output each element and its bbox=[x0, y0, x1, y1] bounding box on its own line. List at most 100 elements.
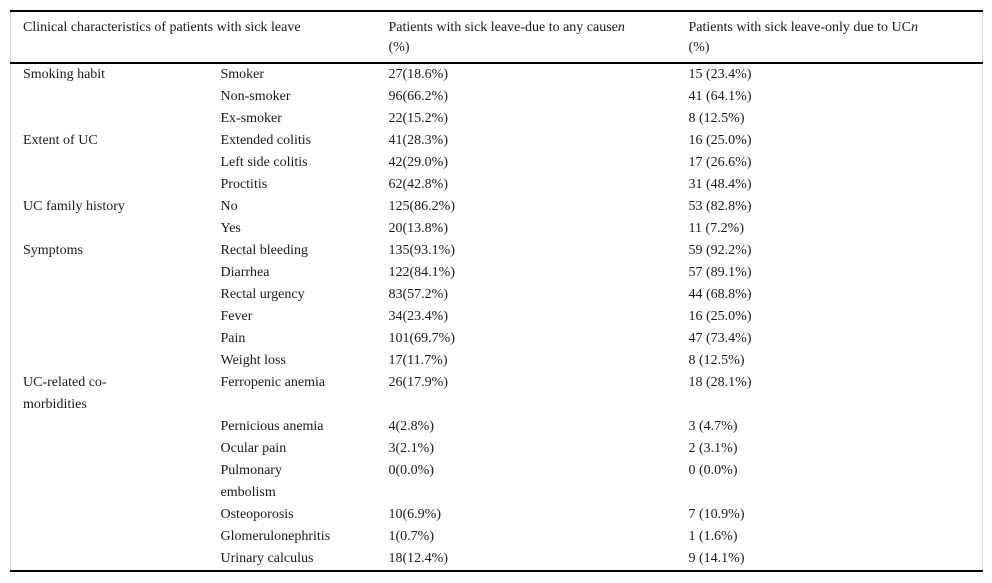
group-cell bbox=[11, 328, 221, 350]
uc-only-value-cell: 11 (7.2%) bbox=[688, 221, 744, 236]
table-row: Non-smoker 96(66.2%) 41 (64.1%) bbox=[11, 86, 983, 108]
table-row: Left side colitis 42(29.0%) 17 (26.6%) bbox=[11, 152, 983, 174]
table-row: Diarrhea 122(84.1%) 57 (89.1%) bbox=[11, 262, 983, 284]
any-cause-value-cell: 3(2.1%) bbox=[388, 441, 435, 456]
any-cause-value-cell: 125(86.2%) bbox=[388, 199, 456, 214]
characteristic-cell: Ex-smoker bbox=[220, 111, 282, 126]
table-row: Rectal urgency 83(57.2%) 44 (68.8%) bbox=[11, 284, 983, 306]
table-row: Ex-smoker 22(15.2%) 8 (12.5%) bbox=[11, 108, 983, 130]
uc-only-value-cell: 47 (73.4%) bbox=[688, 331, 752, 346]
characteristic-cell: Diarrhea bbox=[220, 265, 270, 280]
header-any-cause-percent-label: (%) bbox=[388, 40, 410, 55]
uc-only-value-cell: 57 (89.1%) bbox=[688, 265, 752, 280]
any-cause-value-cell: 17(11.7%) bbox=[388, 353, 448, 368]
table-row: Pulmonary embolism 0(0.0%) 0 (0.0%) bbox=[11, 460, 983, 504]
group-cell: Extent of UC bbox=[23, 133, 98, 148]
uc-only-value-cell: 41 (64.1%) bbox=[688, 89, 752, 104]
characteristic-cell: Non-smoker bbox=[220, 89, 291, 104]
uc-only-value-cell: 18 (28.1%) bbox=[688, 375, 752, 390]
uc-only-value-cell: 16 (25.0%) bbox=[688, 309, 752, 324]
group-cell bbox=[11, 438, 221, 460]
uc-only-value-cell: 16 (25.0%) bbox=[688, 133, 752, 148]
any-cause-value-cell: 4(2.8%) bbox=[388, 419, 435, 434]
table-row: Yes 20(13.8%) 11 (7.2%) bbox=[11, 218, 983, 240]
any-cause-value-cell: 42(29.0%) bbox=[388, 155, 449, 170]
header-cell-characteristics: Clinical characteristics of patients wit… bbox=[10, 11, 389, 64]
uc-only-value-cell: 59 (92.2%) bbox=[688, 243, 752, 258]
group-cell bbox=[11, 416, 221, 438]
uc-only-value-cell: 0 (0.0%) bbox=[688, 463, 738, 478]
any-cause-value-cell: 101(69.7%) bbox=[388, 331, 456, 346]
uc-only-value-cell: 8 (12.5%) bbox=[688, 111, 745, 126]
any-cause-value-cell: 0(0.0%) bbox=[388, 463, 435, 478]
uc-only-value-cell: 44 (68.8%) bbox=[688, 287, 752, 302]
table-body: Smoking habit Smoker 27(18.6%) 15 (23.4%) No… bbox=[11, 63, 983, 571]
header-uc-only-label: Patients with sick leave-only due to UC bbox=[688, 20, 911, 35]
characteristic-cell: Smoker bbox=[220, 67, 265, 82]
uc-only-value-cell: 7 (10.9%) bbox=[688, 507, 745, 522]
any-cause-value-cell: 122(84.1%) bbox=[388, 265, 456, 280]
group-cell bbox=[11, 174, 221, 196]
table-row: Urinary calculus 18(12.4%) 9 (14.1%) bbox=[11, 548, 983, 571]
characteristic-cell: Left side colitis bbox=[220, 155, 308, 170]
group-cell: Smoking habit bbox=[23, 67, 106, 82]
header-row: Clinical characteristics of patients wit… bbox=[10, 11, 983, 64]
uc-only-value-cell: 3 (4.7%) bbox=[688, 419, 738, 434]
any-cause-value-cell: 34(23.4%) bbox=[388, 309, 449, 324]
characteristic-cell: Pain bbox=[220, 331, 246, 346]
group-cell: Symptoms bbox=[23, 243, 83, 258]
header-cell-any-cause: Patients with sick leave-due to any caus… bbox=[388, 11, 689, 64]
any-cause-value-cell: 135(93.1%) bbox=[388, 243, 456, 258]
any-cause-value-cell: 83(57.2%) bbox=[388, 287, 449, 302]
group-cell bbox=[11, 86, 221, 108]
group-cell bbox=[11, 526, 221, 548]
uc-only-value-cell: 17 (26.6%) bbox=[688, 155, 752, 170]
characteristic-cell: Urinary calculus bbox=[220, 551, 314, 566]
group-cell bbox=[11, 306, 221, 328]
group-cell bbox=[11, 548, 221, 571]
any-cause-value-cell: 41(28.3%) bbox=[388, 133, 449, 148]
group-cell bbox=[11, 284, 221, 306]
group-cell bbox=[11, 262, 221, 284]
any-cause-value-cell: 20(13.8%) bbox=[388, 221, 449, 236]
group-cell: UC-related co-morbidities bbox=[23, 375, 107, 412]
characteristic-cell: No bbox=[220, 199, 238, 214]
table-row: Extent of UC Extended colitis 41(28.3%) 16 … bbox=[11, 130, 983, 152]
characteristic-cell: Ferropenic anemia bbox=[220, 375, 326, 390]
header-cell-uc-only: Patients with sick leave-only due to UCn… bbox=[688, 11, 983, 64]
any-cause-value-cell: 1(0.7%) bbox=[388, 529, 435, 544]
table-row: Proctitis 62(42.8%) 31 (48.4%) bbox=[11, 174, 983, 196]
group-cell bbox=[11, 504, 221, 526]
header-any-cause-n-symbol: n bbox=[617, 20, 625, 35]
group-cell: UC family history bbox=[23, 199, 125, 214]
header-uc-only-percent-label: (%) bbox=[688, 40, 710, 55]
table-row: Weight loss 17(11.7%) 8 (12.5%) bbox=[11, 350, 983, 372]
group-cell bbox=[11, 350, 221, 372]
any-cause-value-cell: 10(6.9%) bbox=[388, 507, 442, 522]
table-row: Ocular pain 3(2.1%) 2 (3.1%) bbox=[11, 438, 983, 460]
characteristic-cell: Rectal bleeding bbox=[220, 243, 308, 258]
any-cause-value-cell: 62(42.8%) bbox=[388, 177, 449, 192]
table-row: Pain 101(69.7%) 47 (73.4%) bbox=[11, 328, 983, 350]
group-cell bbox=[11, 460, 221, 504]
table-row: UC-related co-morbidities Ferropenic anem… bbox=[11, 372, 983, 416]
group-cell bbox=[11, 108, 221, 130]
any-cause-value-cell: 96(66.2%) bbox=[388, 89, 449, 104]
uc-only-value-cell: 31 (48.4%) bbox=[688, 177, 752, 192]
characteristic-cell: Pulmonary embolism bbox=[220, 463, 282, 500]
uc-only-value-cell: 8 (12.5%) bbox=[688, 353, 745, 368]
characteristic-cell: Osteoporosis bbox=[220, 507, 294, 522]
header-uc-only-n-symbol: n bbox=[910, 20, 918, 35]
table-row: Symptoms Rectal bleeding 135(93.1%) 59 (92.… bbox=[11, 240, 983, 262]
any-cause-value-cell: 27(18.6%) bbox=[388, 67, 449, 82]
characteristic-cell: Rectal urgency bbox=[220, 287, 305, 302]
table-row: UC family history No 125(86.2%) 53 (82.8%) bbox=[11, 196, 983, 218]
characteristic-cell: Weight loss bbox=[220, 353, 286, 368]
any-cause-value-cell: 22(15.2%) bbox=[388, 111, 449, 126]
header-characteristics-label: Clinical characteristics of patients wit… bbox=[23, 20, 301, 35]
characteristic-cell: Proctitis bbox=[220, 177, 268, 192]
uc-only-value-cell: 9 (14.1%) bbox=[688, 551, 745, 566]
uc-only-value-cell: 53 (82.8%) bbox=[688, 199, 752, 214]
uc-only-value-cell: 1 (1.6%) bbox=[688, 529, 738, 544]
